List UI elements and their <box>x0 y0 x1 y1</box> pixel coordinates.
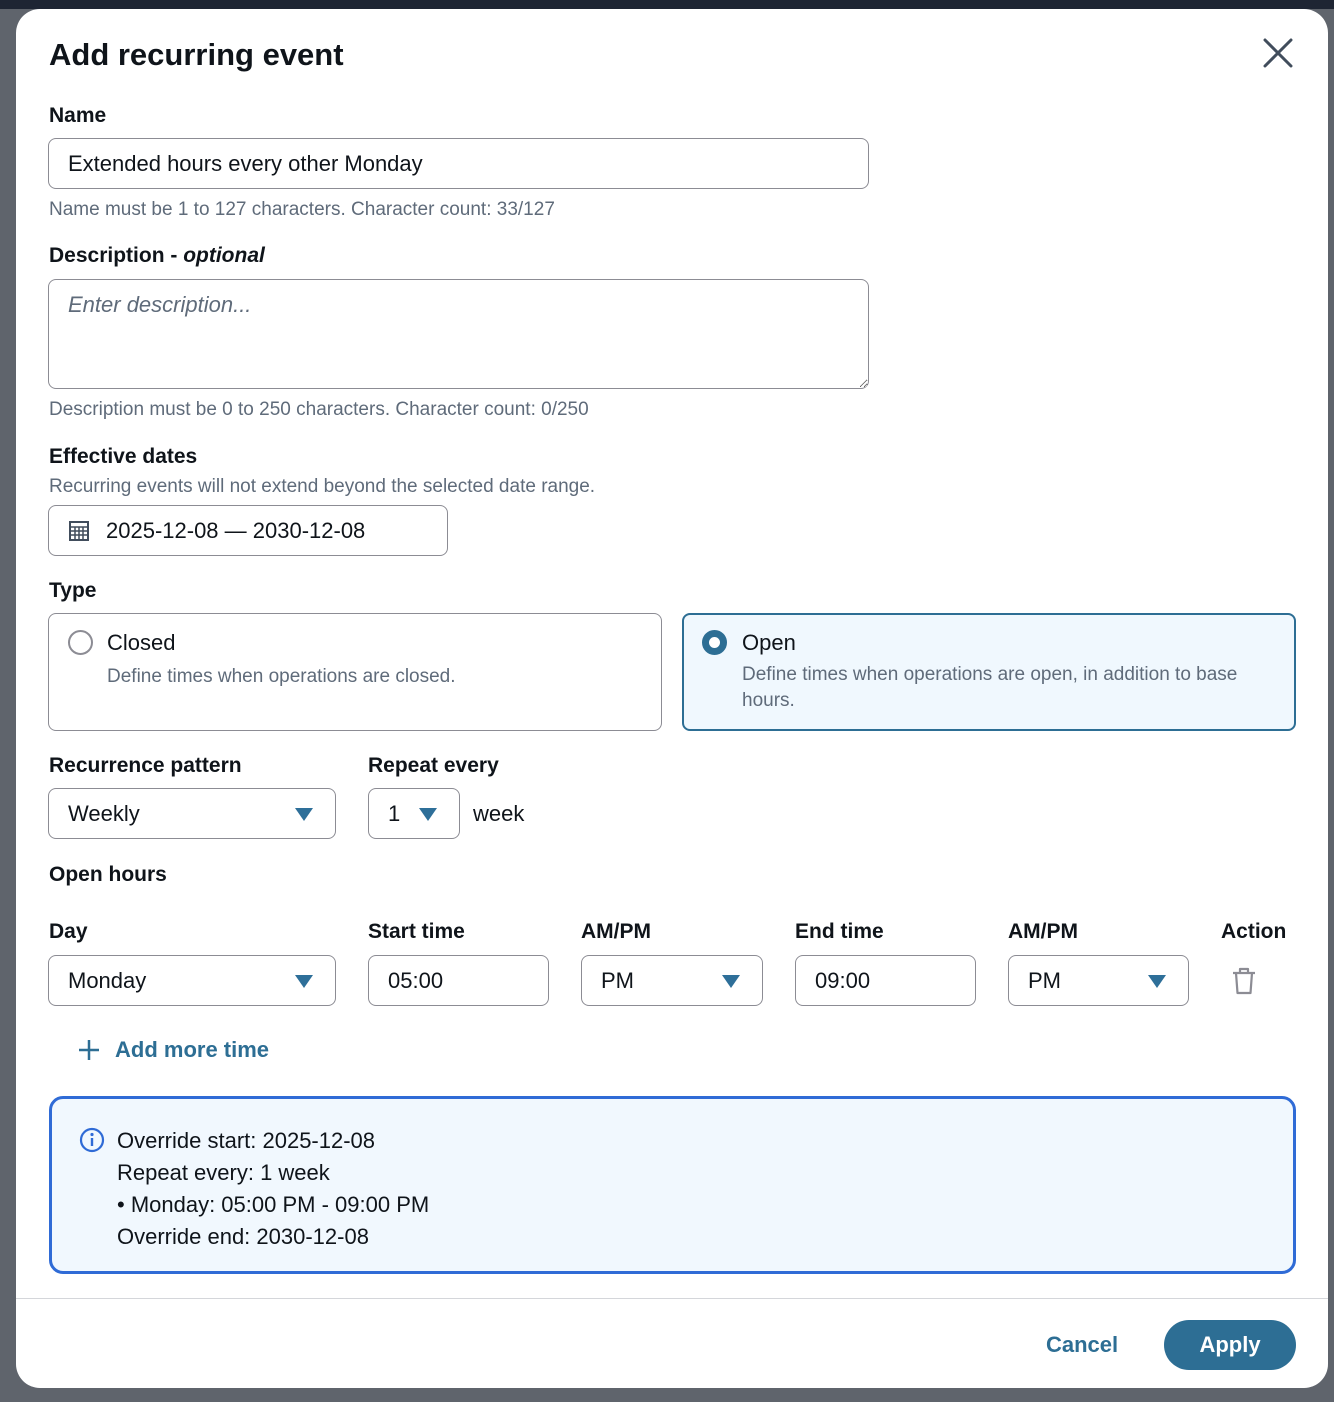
type-option-open[interactable]: Open Define times when operations are op… <box>682 613 1296 731</box>
day-value: Monday <box>68 967 147 993</box>
column-day: Day <box>49 920 88 943</box>
description-label-text: Description - <box>49 244 184 267</box>
end-ampm-select[interactable]: PM <box>1008 955 1189 1006</box>
app-top-bar <box>0 0 1334 9</box>
add-more-time-label: Add more time <box>115 1037 270 1062</box>
date-range-picker[interactable]: 2025-12-08 — 2030-12-08 <box>48 505 448 556</box>
repeat-every-value: 1 <box>388 800 401 826</box>
column-action: Action <box>1221 920 1287 943</box>
footer-divider <box>16 1298 1328 1299</box>
close-icon <box>1263 38 1293 68</box>
caret-down-icon <box>722 974 740 988</box>
end-ampm-value: PM <box>1028 967 1061 993</box>
close-button[interactable] <box>1260 35 1296 71</box>
summary-alert: Override start: 2025-12-08 Repeat every:… <box>49 1096 1296 1274</box>
end-time-value: 09:00 <box>815 967 871 993</box>
end-time-input[interactable]: 09:00 <box>795 955 976 1006</box>
day-select[interactable]: Monday <box>48 955 336 1006</box>
name-input[interactable]: Extended hours every other Monday <box>48 138 869 189</box>
column-end-ampm: AM/PM <box>1008 920 1078 943</box>
apply-button[interactable]: Apply <box>1164 1320 1296 1370</box>
add-more-time-button[interactable]: Add more time <box>78 1037 269 1063</box>
repeat-unit: week <box>473 801 525 826</box>
open-radio[interactable] <box>702 630 727 655</box>
repeat-every-select[interactable]: 1 <box>368 788 460 839</box>
info-icon <box>79 1127 105 1153</box>
type-option-closed[interactable]: Closed Define times when operations are … <box>48 613 662 731</box>
recurrence-pattern-label: Recurrence pattern <box>49 754 242 777</box>
effective-dates-hint: Recurring events will not extend beyond … <box>49 476 596 497</box>
name-hint: Name must be 1 to 127 characters. Charac… <box>49 199 555 220</box>
optional-label: optional <box>183 244 265 267</box>
recurrence-pattern-value: Weekly <box>68 800 140 826</box>
trash-icon <box>1233 967 1255 995</box>
recurrence-pattern-select[interactable]: Weekly <box>48 788 336 839</box>
column-end-time: End time <box>795 920 884 943</box>
repeat-every-label: Repeat every <box>368 754 499 777</box>
calendar-icon <box>69 520 89 541</box>
add-recurring-event-modal: Add recurring event Name Extended hours … <box>16 9 1328 1388</box>
description-input[interactable] <box>48 279 869 389</box>
start-ampm-select[interactable]: PM <box>581 955 763 1006</box>
caret-down-icon <box>419 807 437 821</box>
start-time-input[interactable]: 05:00 <box>368 955 549 1006</box>
start-time-value: 05:00 <box>388 967 444 993</box>
date-range-value: 2025-12-08 — 2030-12-08 <box>106 517 366 543</box>
name-label: Name <box>49 104 107 127</box>
summary-line: Override start: 2025-12-08 <box>117 1128 376 1153</box>
column-start-ampm: AM/PM <box>581 920 651 943</box>
start-ampm-value: PM <box>601 967 634 993</box>
open-hours-label: Open hours <box>49 863 167 886</box>
effective-dates-label: Effective dates <box>49 445 198 468</box>
summary-line: Override end: 2030-12-08 <box>117 1224 369 1249</box>
description-label: Description - optional <box>49 244 265 268</box>
type-option-title: Open <box>742 630 796 655</box>
caret-down-icon <box>295 974 313 988</box>
summary-line: Repeat every: 1 week <box>117 1160 330 1185</box>
type-option-description: Define times when operations are open, i… <box>742 664 1238 711</box>
type-option-title: Closed <box>107 630 176 655</box>
caret-down-icon <box>1148 974 1166 988</box>
delete-row-button[interactable] <box>1231 967 1257 1000</box>
closed-radio[interactable] <box>68 630 93 655</box>
plus-icon <box>79 1040 99 1060</box>
modal-title: Add recurring event <box>49 37 344 72</box>
column-start-time: Start time <box>368 920 465 943</box>
caret-down-icon <box>295 807 313 821</box>
summary-line: • Monday: 05:00 PM - 09:00 PM <box>117 1192 430 1217</box>
description-hint: Description must be 0 to 250 characters.… <box>49 399 589 420</box>
type-option-description: Define times when operations are closed. <box>107 666 456 687</box>
type-label: Type <box>49 579 97 602</box>
name-value: Extended hours every other Monday <box>68 150 423 176</box>
cancel-button[interactable]: Cancel <box>1046 1332 1119 1357</box>
